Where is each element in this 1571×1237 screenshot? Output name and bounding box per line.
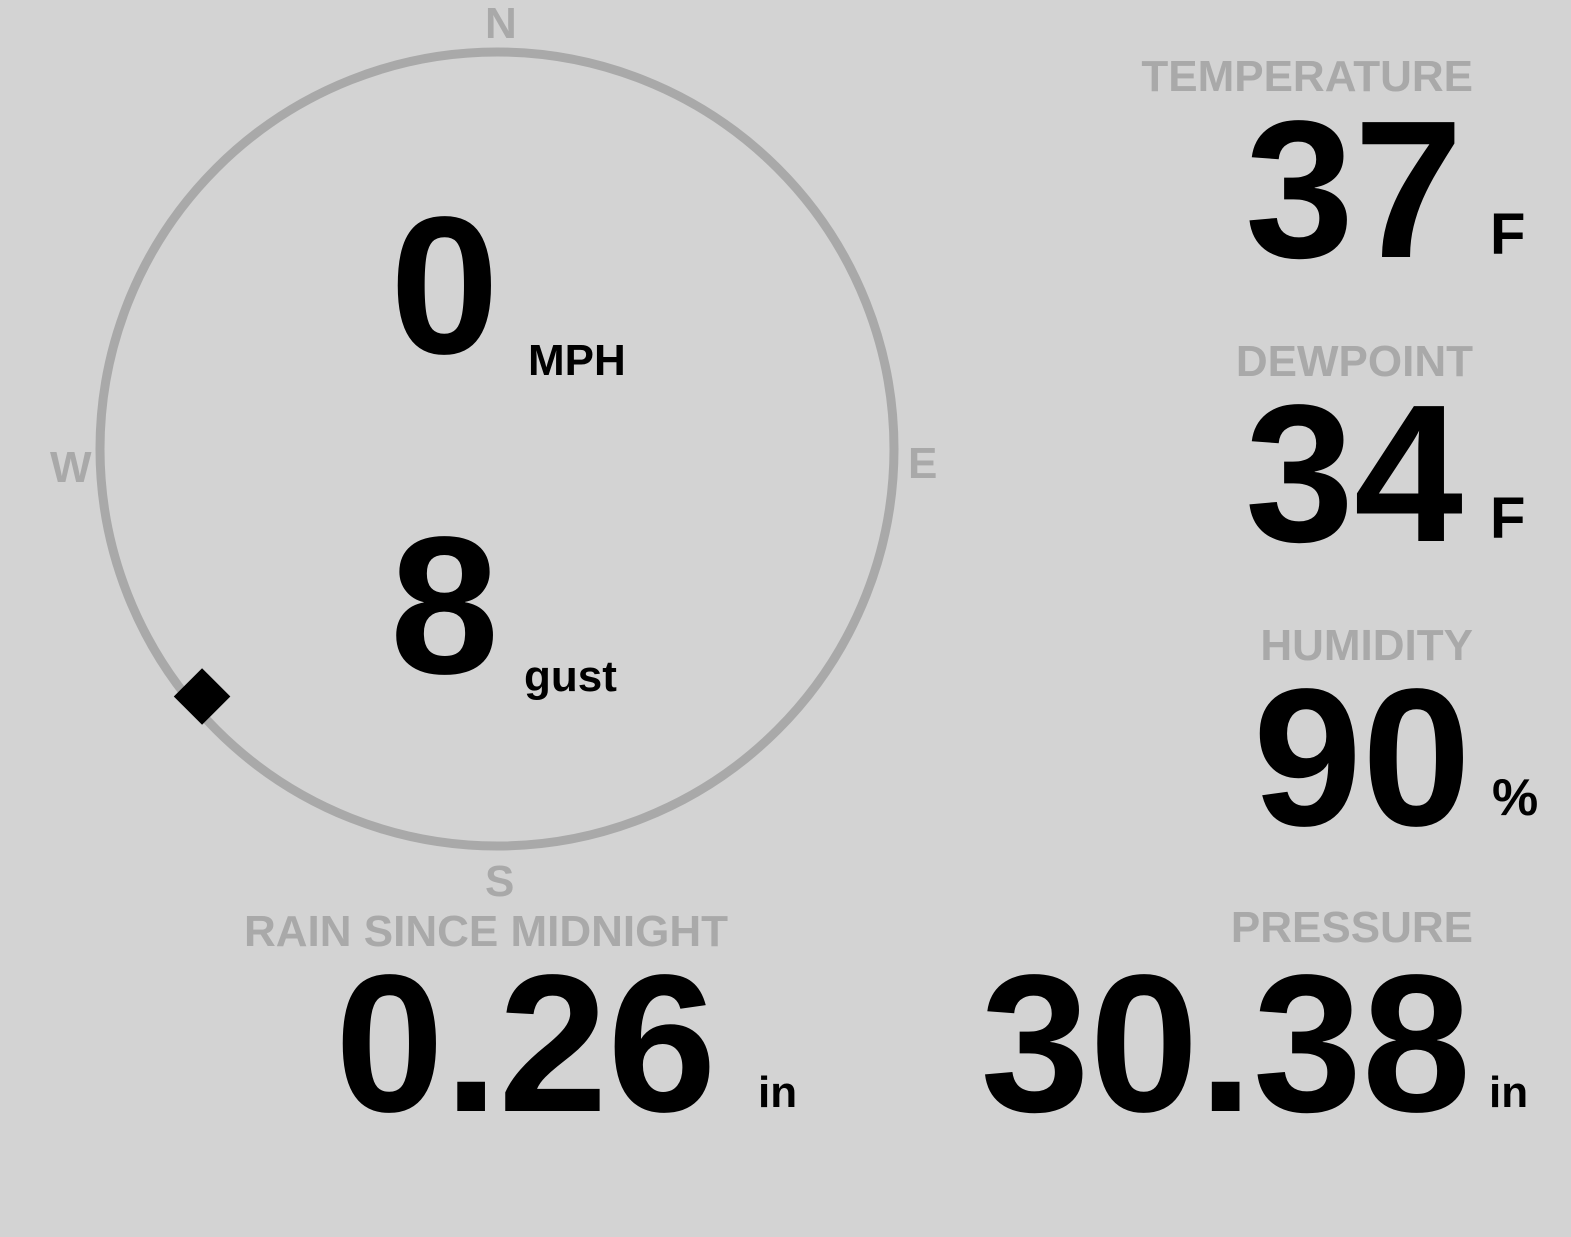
compass-south: S (485, 857, 515, 906)
humidity-value: 90 (1252, 648, 1471, 867)
humidity-unit: % (1492, 769, 1539, 827)
temperature-value: 37 (1244, 80, 1463, 299)
wind-dial (95, 47, 899, 851)
dewpoint-label: DEWPOINT (1235, 337, 1473, 386)
temperature-label: TEMPERATURE (1141, 52, 1473, 101)
pressure-label: PRESSURE (1230, 903, 1473, 952)
wind-gust-unit: gust (524, 652, 617, 701)
rain-unit: in (758, 1068, 798, 1117)
compass-east: E (908, 439, 938, 488)
compass-ring (95, 47, 899, 851)
temperature-unit: F (1490, 202, 1526, 267)
dewpoint-unit: F (1490, 486, 1526, 551)
wind-direction-marker-icon (173, 668, 231, 725)
humidity-label: HUMIDITY (1260, 621, 1473, 670)
rain-value: 0.26 (335, 934, 717, 1153)
wind-speed-value: 0 (390, 176, 500, 395)
dewpoint-value: 34 (1244, 364, 1463, 583)
pressure-value: 30.38 (980, 934, 1471, 1153)
wind-speed-unit: MPH (528, 336, 626, 385)
compass-west: W (50, 443, 92, 492)
wind-gust-value: 8 (390, 496, 500, 715)
rain-label: RAIN SINCE MIDNIGHT (244, 907, 728, 956)
pressure-unit: in (1489, 1068, 1529, 1117)
compass-north: N (485, 0, 517, 48)
